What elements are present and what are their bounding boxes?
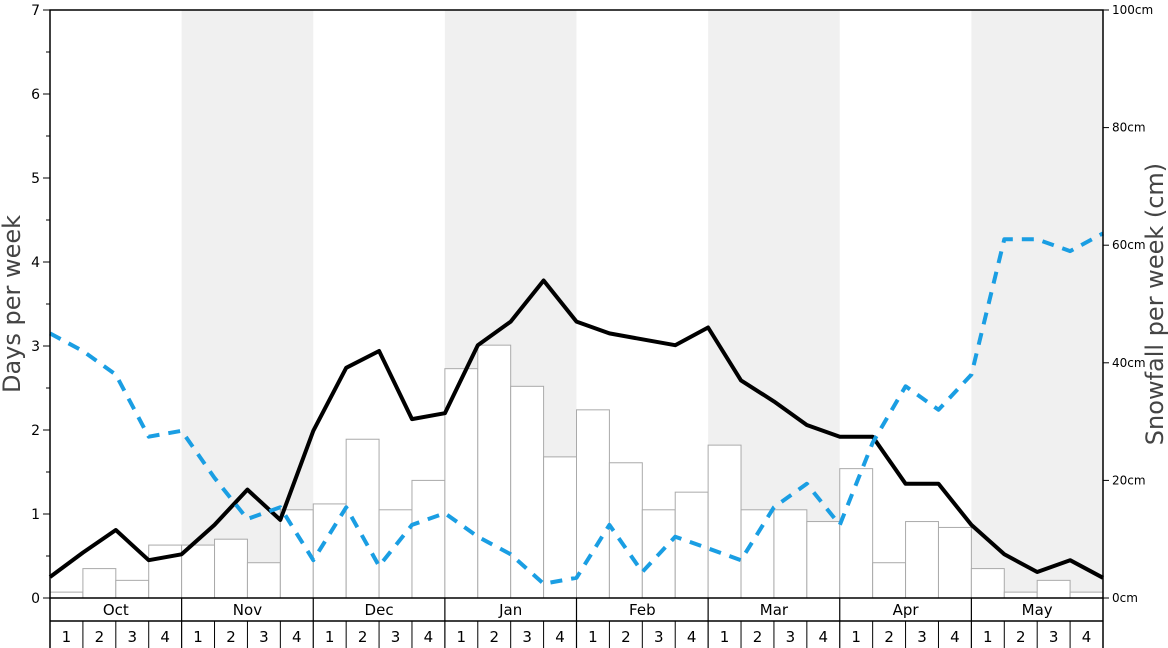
week-label: 2: [226, 628, 236, 646]
left-tick-label: 0: [31, 591, 40, 607]
week-label: 4: [687, 628, 697, 646]
snowfall-bar: [411, 479, 446, 599]
snowfall-bar: [214, 538, 248, 599]
week-label: 3: [391, 628, 401, 646]
week-label: 2: [95, 628, 105, 646]
snowfall-bar: [148, 544, 183, 599]
snowfall-bar: [740, 509, 775, 599]
left-tick-label: 6: [31, 87, 40, 103]
left-tick-label: 3: [31, 339, 40, 355]
snowfall-bar: [707, 444, 742, 599]
right-tick-label: 20cm: [1112, 473, 1146, 487]
week-label: 1: [720, 628, 730, 646]
snowfall-bar: [1069, 591, 1104, 599]
snowfall-bar: [181, 544, 216, 599]
snowfall-bar: [806, 521, 841, 599]
snowfall-bar: [477, 344, 512, 599]
snowfall-bar: [773, 509, 808, 599]
week-label: 3: [259, 628, 269, 646]
week-label: 2: [358, 628, 368, 646]
week-label: 2: [621, 628, 631, 646]
month-label: Dec: [365, 601, 394, 619]
right-tick-label: 80cm: [1112, 121, 1146, 135]
week-label: 4: [819, 628, 829, 646]
right-tick-label: 40cm: [1112, 356, 1146, 370]
snowfall-bar: [1036, 579, 1071, 599]
solid-line: [48, 278, 1104, 580]
snowfall-bar: [82, 568, 117, 599]
week-label: 4: [424, 628, 434, 646]
week-label: 4: [160, 628, 170, 646]
snowfall-bar: [674, 491, 709, 599]
snowfall-bar: [937, 526, 972, 599]
week-label: 1: [193, 628, 203, 646]
week-label: 1: [325, 628, 335, 646]
month-label: Feb: [629, 601, 656, 619]
week-label: 3: [522, 628, 532, 646]
dashed-line: [49, 231, 1104, 586]
left-tick-label: 1: [31, 507, 40, 523]
right-tick-label: 0cm: [1112, 591, 1138, 605]
week-label: 2: [1016, 628, 1026, 646]
month-label: Jan: [498, 601, 522, 619]
month-band: [971, 10, 1103, 598]
week-label: 4: [1082, 628, 1092, 646]
left-axis: 0 1 2 3 4 5 6 7: [31, 3, 50, 607]
snowfall-bar: [1003, 591, 1038, 599]
week-label: 4: [950, 628, 960, 646]
snowfall-bar: [115, 579, 150, 599]
month-label: May: [1022, 601, 1053, 619]
x-axis: Oct 1 2 3 4 Nov 1 2 3 4 Dec 1 2 3 4 Jan 1 2 3 4 Feb 1 2 3 4 Mar 1 2…: [49, 598, 1104, 648]
right-axis-title: Snowfall per week (cm): [1141, 163, 1168, 445]
month-label: Mar: [760, 601, 789, 619]
week-label: 1: [62, 628, 72, 646]
week-label: 1: [588, 628, 598, 646]
week-label: 1: [851, 628, 861, 646]
week-label: 1: [983, 628, 993, 646]
right-tick-label: 100cm: [1112, 3, 1153, 17]
week-label: 2: [753, 628, 763, 646]
snowfall-bars: [49, 344, 1104, 599]
snowfall-bar: [839, 468, 874, 599]
day-lines: [48, 231, 1104, 586]
snowfall-bar: [246, 562, 281, 599]
snowfall-bar: [510, 385, 545, 599]
month-label: Nov: [233, 601, 262, 619]
left-axis-title: Days per week: [0, 215, 26, 393]
snowfall-bar: [378, 509, 413, 599]
week-label: 3: [654, 628, 664, 646]
snowfall-bar: [49, 591, 84, 599]
month-band: [181, 10, 314, 598]
week-label: 3: [917, 628, 927, 646]
month-bands: [181, 10, 1103, 598]
week-label: 4: [292, 628, 302, 646]
week-label: 3: [1049, 628, 1059, 646]
snowfall-bar: [576, 409, 610, 599]
snowfall-bar: [543, 456, 577, 599]
week-label: 3: [127, 628, 137, 646]
week-label: 4: [555, 628, 565, 646]
right-tick-label: 60cm: [1112, 238, 1146, 252]
week-label: 2: [489, 628, 499, 646]
month-label: Oct: [103, 601, 129, 619]
snowfall-bar: [970, 568, 1005, 599]
week-label: 1: [457, 628, 467, 646]
snowfall-bar: [905, 521, 939, 599]
left-tick-label: 5: [31, 171, 40, 187]
right-axis: 0cm 20cm 40cm 60cm 80cm 100cm: [1103, 3, 1153, 605]
month-label: Apr: [893, 601, 920, 619]
left-tick-label: 7: [31, 3, 40, 19]
week-label: 2: [884, 628, 894, 646]
snowfall-bar: [608, 462, 643, 599]
left-tick-label: 2: [31, 423, 40, 439]
snowfall-bar: [872, 562, 907, 599]
week-label: 3: [786, 628, 796, 646]
left-tick-label: 4: [31, 255, 40, 271]
